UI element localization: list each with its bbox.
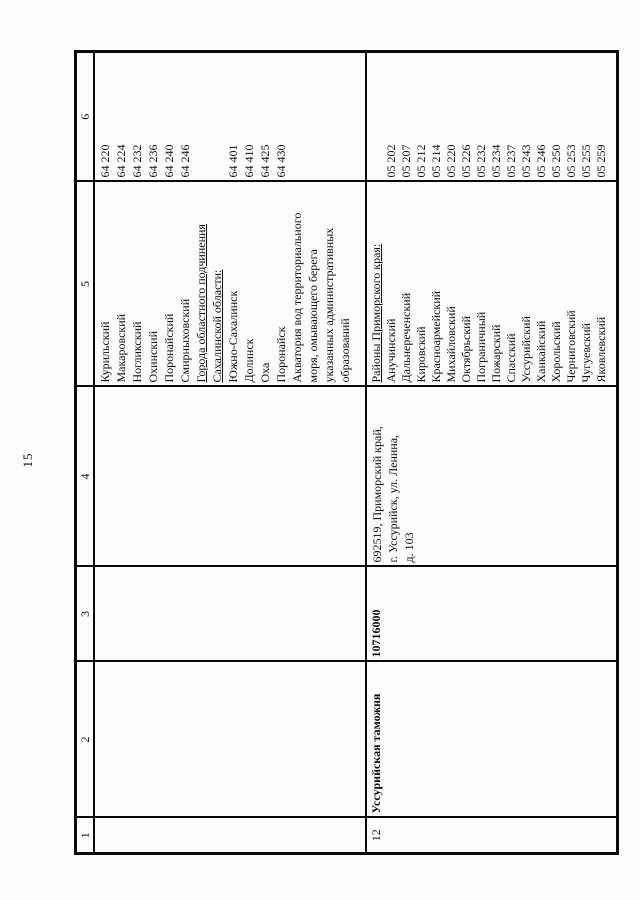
- row12-address-cell: 692519, Приморский край, г. Уссурийск, у…: [366, 386, 618, 567]
- city-line: Поронайск: [274, 326, 288, 383]
- row11-number-cell: [94, 817, 366, 854]
- row12-code-cell: 10716000: [366, 566, 618, 662]
- blank-line: [193, 56, 209, 178]
- districts-subheader: Районы Приморского края:: [369, 243, 383, 383]
- district-line: Смирныховский: [178, 298, 192, 383]
- district-line: Поронайский: [162, 313, 176, 383]
- code-line: 05 202: [384, 144, 398, 178]
- code-line: 05 207: [399, 144, 413, 178]
- address-line: д. 103: [402, 532, 416, 563]
- code-line: 05 255: [579, 144, 593, 178]
- code-line: 64 236: [146, 144, 160, 178]
- code-line: 05 220: [444, 144, 458, 178]
- code-line: 05 259: [594, 144, 608, 178]
- row-continuation: Курильский Макаровский Ногликский Охинск…: [94, 51, 366, 854]
- code-line: 64 410: [242, 144, 256, 178]
- district-line: Ногликский: [130, 321, 144, 383]
- code-line: 05 246: [534, 144, 548, 178]
- blank-line: [369, 56, 384, 178]
- district-line: Черниговский: [564, 310, 578, 383]
- cities-subheader: Сахалинской области:: [210, 269, 224, 383]
- code-line: 05 250: [549, 144, 563, 178]
- district-line: Кировский: [414, 326, 428, 383]
- cities-subheader: Города областного подчинения: [194, 224, 208, 383]
- district-line: Макаровский: [114, 313, 128, 383]
- city-line: Южно-Сахалинск: [226, 290, 240, 383]
- code-line: 64 224: [114, 144, 128, 178]
- note-line: образований: [338, 318, 352, 383]
- district-line: Михайловский: [444, 306, 458, 383]
- code-line: 05 243: [519, 144, 533, 178]
- row12-name-cell: Уссурийская таможня: [366, 661, 618, 818]
- code-line: 64 425: [258, 144, 272, 178]
- row11-territories-cell: Курильский Макаровский Ногликский Охинск…: [94, 181, 366, 387]
- district-line: Уссурийский: [519, 316, 533, 383]
- row12-codes-cell: 05 202 05 207 05 212 05 214 05 220 05 22…: [366, 51, 618, 182]
- row11-name-cell: [94, 661, 366, 818]
- district-line: Дальнереченский: [399, 292, 413, 383]
- district-line: Хорольский: [549, 321, 563, 383]
- col-header-1: 1: [75, 817, 94, 854]
- note-line: указанных административных: [322, 227, 336, 383]
- district-line: Октябрьский: [459, 315, 473, 383]
- district-line: Анучинский: [384, 318, 398, 383]
- code-line: 05 234: [489, 144, 503, 178]
- note-line: моря, омывающего берега: [306, 249, 320, 383]
- code-line: 05 232: [474, 144, 488, 178]
- district-line: Пожарский: [489, 324, 503, 383]
- code-line: 05 237: [504, 144, 518, 178]
- district-line: Красноармейский: [429, 290, 443, 383]
- col-header-6: 6: [75, 51, 94, 182]
- code-line: 05 253: [564, 144, 578, 178]
- blank-line: [209, 56, 225, 178]
- address-line: г. Уссурийск, ул. Ленина,: [386, 434, 400, 563]
- district-line: Ханкайский: [534, 320, 548, 383]
- code-line: 64 220: [98, 144, 112, 178]
- row11-address-cell: [94, 386, 366, 567]
- row11-codes-cell: 64 220 64 224 64 232 64 236 64 240 64 24…: [94, 51, 366, 182]
- district-line: Яковлевский: [594, 316, 608, 383]
- page-number: 15: [20, 452, 35, 468]
- col-header-4: 4: [75, 386, 94, 567]
- note-line: Акватория вод территориального: [290, 212, 304, 383]
- city-line: Оха: [258, 362, 272, 383]
- col-header-3: 3: [75, 566, 94, 662]
- row12-territories-cell: Районы Приморского края: Анучинский Даль…: [366, 181, 618, 387]
- code-line: 64 240: [162, 144, 176, 178]
- code-line: 64 246: [178, 144, 192, 178]
- district-line: Охинский: [146, 330, 160, 383]
- row12-number-cell: 12: [366, 817, 618, 854]
- district-line: Чугуевский: [579, 323, 593, 383]
- column-header-row: 1 2 3 4 5 6: [75, 51, 94, 854]
- code-line: 64 401: [226, 144, 240, 178]
- code-line: 64 430: [274, 144, 288, 178]
- code-line: 05 212: [414, 144, 428, 178]
- row11-code-cell: [94, 566, 366, 662]
- code-line: 64 232: [130, 144, 144, 178]
- customs-table: 1 2 3 4 5 6 Курильский Макаровский Ногли…: [74, 50, 619, 855]
- city-line: Долинск: [242, 338, 256, 383]
- address-line: 692519, Приморский край,: [370, 426, 384, 563]
- col-header-2: 2: [75, 661, 94, 818]
- district-line: Пограничный: [474, 311, 488, 383]
- district-line: Спасский: [504, 333, 518, 383]
- district-line: Курильский: [98, 321, 112, 383]
- code-line: 05 214: [429, 144, 443, 178]
- col-header-5: 5: [75, 181, 94, 387]
- row-12: 12 Уссурийская таможня 10716000 692519, …: [366, 51, 618, 854]
- code-line: 05 226: [459, 144, 473, 178]
